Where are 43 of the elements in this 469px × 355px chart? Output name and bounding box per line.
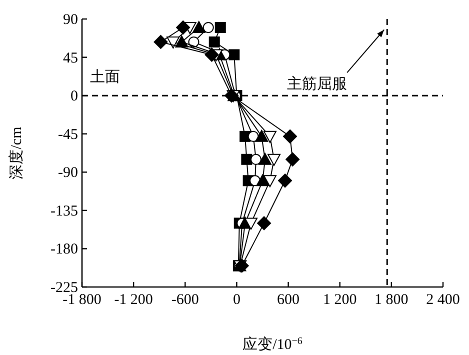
point bbox=[154, 34, 168, 49]
point bbox=[208, 36, 220, 48]
point bbox=[250, 154, 262, 165]
x-tick-label: 600 bbox=[277, 292, 300, 308]
point bbox=[192, 21, 206, 34]
y-tick-label: -45 bbox=[58, 126, 78, 143]
x-tick-label: -1 200 bbox=[114, 292, 153, 308]
point bbox=[286, 152, 300, 166]
point bbox=[248, 130, 259, 142]
ref-line-label: 主筋屈服 bbox=[287, 76, 348, 93]
point bbox=[202, 22, 214, 34]
y-tick-label: -180 bbox=[50, 242, 78, 258]
y-axis-title: 深度/cm bbox=[8, 126, 25, 180]
point bbox=[263, 130, 276, 143]
x-axis-title: 应变/10$^{−6}$ bbox=[242, 336, 302, 353]
point bbox=[244, 218, 258, 230]
point bbox=[283, 129, 298, 144]
point bbox=[268, 154, 281, 166]
point bbox=[204, 48, 219, 62]
point bbox=[241, 154, 252, 165]
ref-line-label: 土面 bbox=[90, 68, 120, 86]
y-tick-label: 45 bbox=[63, 50, 78, 66]
y-tick-label: -135 bbox=[50, 203, 78, 220]
point bbox=[256, 174, 270, 186]
x-tick-label: 1 200 bbox=[322, 292, 357, 308]
y-tick-label: 0 bbox=[70, 88, 78, 105]
point bbox=[228, 49, 240, 60]
x-tick-label: 0 bbox=[232, 292, 240, 308]
x-tick-label: -1 800 bbox=[62, 292, 102, 308]
x-tick-label: -600 bbox=[171, 292, 199, 308]
x-tick-label: 1 800 bbox=[374, 292, 408, 308]
y-tick-label: 90 bbox=[63, 12, 78, 28]
point bbox=[263, 175, 276, 188]
point bbox=[176, 20, 190, 35]
x-tick-label: 2 400 bbox=[426, 292, 460, 308]
point bbox=[166, 36, 180, 48]
point bbox=[188, 36, 200, 48]
point bbox=[214, 22, 226, 34]
y-tick-label: -90 bbox=[58, 165, 78, 182]
point bbox=[255, 130, 268, 142]
point bbox=[257, 216, 272, 230]
point bbox=[258, 152, 272, 165]
point bbox=[278, 174, 292, 188]
